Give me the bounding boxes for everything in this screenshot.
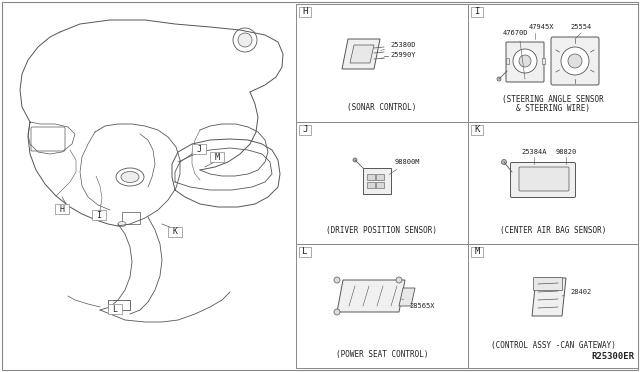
Text: 25384A: 25384A [521,149,547,155]
Text: & STEERING WIRE): & STEERING WIRE) [516,104,590,113]
Bar [468,122,638,244]
Polygon shape [399,288,415,306]
Text: L: L [113,305,118,314]
Polygon shape [350,45,374,63]
Ellipse shape [121,171,139,183]
Polygon shape [337,280,405,312]
Bar [471,7,483,17]
Text: (SONAR CONTROL): (SONAR CONTROL) [348,103,417,112]
Bar [471,247,483,257]
Text: M: M [474,247,480,257]
Bar [168,227,182,237]
Bar [376,182,384,188]
Text: 47945X: 47945X [528,24,554,30]
Text: I: I [474,7,480,16]
Circle shape [561,47,589,75]
Bar [192,144,206,154]
Ellipse shape [116,168,144,186]
Text: 25380D: 25380D [381,42,415,50]
Ellipse shape [118,221,126,227]
FancyBboxPatch shape [534,278,563,291]
Bar [296,122,468,244]
Bar [108,300,130,310]
FancyBboxPatch shape [506,42,544,82]
Text: J: J [196,144,202,154]
Circle shape [238,33,252,47]
Circle shape [353,158,357,162]
Text: (CONTROL ASSY -CAN GATEWAY): (CONTROL ASSY -CAN GATEWAY) [491,341,616,350]
FancyBboxPatch shape [511,163,575,198]
Bar [296,4,468,122]
Bar [122,212,140,224]
Circle shape [513,49,537,73]
Text: (DRIVER POSITION SENSOR): (DRIVER POSITION SENSOR) [326,226,438,235]
Circle shape [568,54,582,68]
Bar [108,304,122,314]
Text: 25990Y: 25990Y [381,52,415,58]
FancyBboxPatch shape [31,127,65,151]
Text: (CENTER AIR BAG SENSOR): (CENTER AIR BAG SENSOR) [500,226,606,235]
Circle shape [502,160,506,164]
Bar [367,182,375,188]
Text: K: K [474,125,480,135]
Circle shape [334,277,340,283]
Circle shape [396,277,402,283]
Bar [468,244,638,368]
Bar [299,7,311,17]
Text: 47670D: 47670D [502,30,528,36]
Text: 28402: 28402 [562,289,591,296]
Circle shape [497,77,501,81]
Bar [92,210,106,220]
Text: J: J [302,125,308,135]
Bar [299,247,311,257]
Bar [506,58,509,64]
Circle shape [519,55,531,67]
Text: (STEERING ANGLE SENSOR: (STEERING ANGLE SENSOR [502,95,604,104]
Text: 25554: 25554 [570,24,591,30]
Bar [367,174,375,180]
Bar [296,244,468,368]
Bar [542,58,545,64]
Bar [363,168,391,194]
Polygon shape [342,39,380,69]
Text: 28565X: 28565X [402,299,435,309]
Text: M: M [214,153,220,161]
Polygon shape [532,278,566,316]
Text: K: K [173,228,177,237]
Text: H: H [302,7,308,16]
FancyBboxPatch shape [519,167,569,191]
Bar [210,152,224,162]
Text: 98820: 98820 [556,149,577,155]
FancyBboxPatch shape [551,37,599,85]
Circle shape [334,309,340,315]
Text: (POWER SEAT CONTROL): (POWER SEAT CONTROL) [336,350,428,359]
Text: L: L [302,247,308,257]
Bar [299,125,311,135]
Bar [55,204,69,214]
Text: H: H [60,205,65,214]
Text: 98800M: 98800M [389,159,420,174]
Text: I: I [97,211,102,219]
Circle shape [233,28,257,52]
Bar [468,4,638,122]
Bar [471,125,483,135]
Bar [376,174,384,180]
Text: R25300ER: R25300ER [591,352,634,361]
